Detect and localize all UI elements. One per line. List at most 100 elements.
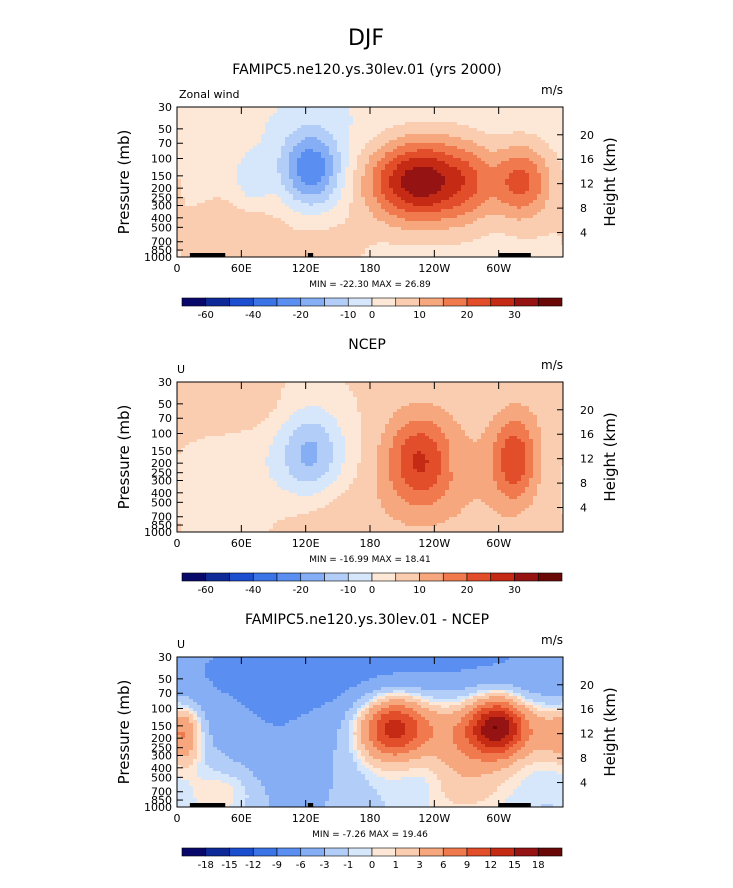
field-cell <box>285 143 298 147</box>
field-cell <box>205 759 234 763</box>
field-cell <box>389 161 402 165</box>
field-cell <box>245 155 282 159</box>
field-cell <box>329 502 382 506</box>
field-cell <box>281 394 354 398</box>
field-cell <box>481 436 498 440</box>
field-cell <box>321 155 334 159</box>
field-cell <box>513 191 526 195</box>
field-cell <box>429 738 454 742</box>
field-cell <box>289 720 342 724</box>
field-cell <box>549 146 564 150</box>
field-cell <box>193 759 202 763</box>
field-cell <box>329 179 338 183</box>
topography <box>189 253 226 257</box>
field-cell <box>477 185 510 189</box>
field-cell <box>529 436 542 440</box>
field-cell <box>333 167 342 171</box>
field-cell <box>521 732 534 736</box>
field-cell <box>201 723 210 727</box>
field-cell <box>225 433 278 437</box>
field-cell <box>233 786 246 790</box>
field-cell <box>345 221 386 225</box>
field-cell <box>341 720 350 724</box>
field-cell <box>357 714 362 718</box>
field-cell <box>429 460 442 464</box>
field-cell <box>441 705 450 709</box>
field-cell <box>201 759 206 763</box>
field-cell <box>525 714 538 718</box>
field-cell <box>429 795 446 799</box>
field-cell <box>529 505 562 509</box>
field-cell <box>533 466 542 470</box>
field-cell <box>353 170 366 174</box>
field-cell <box>477 720 486 724</box>
field-cell <box>541 209 564 213</box>
field-cell <box>525 463 534 467</box>
field-cell <box>385 693 410 697</box>
field-cell <box>393 203 414 207</box>
field-cell <box>437 481 450 485</box>
field-cell <box>377 218 406 222</box>
field-cell <box>177 454 270 458</box>
field-cell <box>541 188 550 192</box>
field-cell <box>369 705 374 709</box>
field-cell <box>361 711 370 715</box>
field-cell <box>321 191 334 195</box>
field-cell <box>177 762 194 766</box>
colorbar-swatch <box>419 572 444 582</box>
field-cell <box>205 666 478 670</box>
field-cell <box>357 161 370 165</box>
field-cell <box>397 194 414 198</box>
field-cell <box>205 717 262 721</box>
field-cell <box>277 430 294 434</box>
field-cell <box>401 454 414 458</box>
field-cell <box>453 711 470 715</box>
field-cell <box>525 442 534 446</box>
field-cell <box>301 445 318 449</box>
field-cell <box>297 478 318 482</box>
field-cell <box>493 771 518 775</box>
field-cell <box>237 173 282 177</box>
field-cell <box>525 756 564 760</box>
field-cell <box>325 185 338 189</box>
field-cell <box>369 161 378 165</box>
field-cell <box>189 720 198 724</box>
field-cell <box>353 116 564 120</box>
field-cell <box>177 230 564 234</box>
field-cell <box>177 385 286 389</box>
field-cell <box>465 699 478 703</box>
field-cell <box>349 744 354 748</box>
field-cell <box>261 140 286 144</box>
field-cell <box>213 741 338 745</box>
field-cell <box>325 427 342 431</box>
colorbar-swatch <box>252 297 278 307</box>
field-cell <box>461 170 478 174</box>
field-cell <box>513 690 530 694</box>
panel-1-left-label: Zonal wind <box>179 88 240 101</box>
field-cell <box>525 460 534 464</box>
field-cell <box>393 125 470 129</box>
field-cell <box>397 206 454 210</box>
field-cell <box>317 451 334 455</box>
field-cell <box>473 152 538 156</box>
field-cell <box>433 484 450 488</box>
field-cell <box>485 427 502 431</box>
field-cell <box>177 140 262 144</box>
field-cell <box>341 194 354 198</box>
field-cell <box>361 714 366 718</box>
field-cell <box>521 687 564 691</box>
field-cell <box>177 125 266 129</box>
colorbar-swatch <box>324 847 349 857</box>
field-cell <box>465 753 514 757</box>
field-cell <box>477 747 510 751</box>
field-cell <box>373 705 390 709</box>
colorbar-swatch <box>490 847 515 857</box>
field-cell <box>529 753 562 757</box>
field-cell <box>361 439 382 443</box>
field-cell <box>337 424 362 428</box>
field-cell <box>505 660 564 664</box>
field-cell <box>177 242 378 246</box>
field-cell <box>389 421 410 425</box>
field-cell <box>401 406 442 410</box>
field-cell <box>453 194 474 198</box>
